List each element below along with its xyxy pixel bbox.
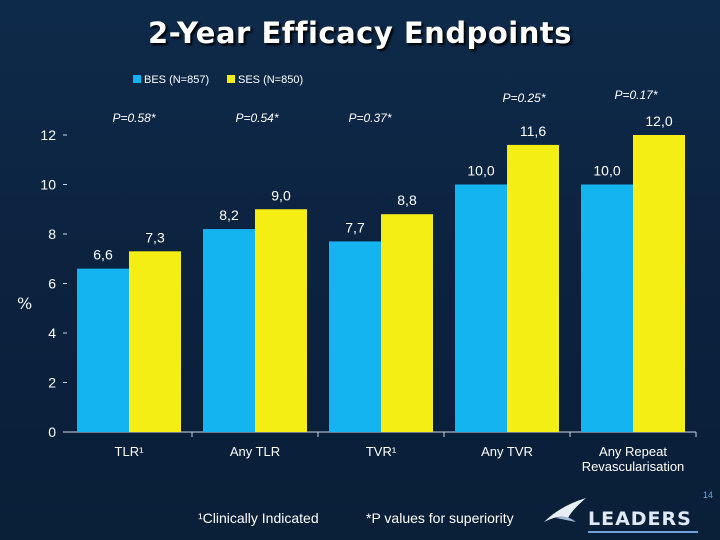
y-tick-label: 4 [48, 325, 56, 341]
data-label-ses: 9,0 [271, 187, 291, 203]
p-value-label: P=0.17* [614, 88, 657, 102]
data-label-bes: 8,2 [219, 207, 239, 223]
y-tick-label: 10 [40, 177, 56, 193]
bird-logo-icon [544, 498, 586, 522]
y-tick-label: 2 [48, 375, 56, 391]
data-label-bes: 6,6 [93, 247, 113, 263]
p-value-label: P=0.37* [348, 111, 391, 125]
footnote-p-values: *P values for superiority [366, 510, 514, 526]
leaders-logo: LEADERS [540, 490, 710, 534]
y-axis-unit-label: % [17, 294, 33, 313]
x-category-label: Any TLR [230, 444, 280, 459]
data-label-ses: 11,6 [520, 123, 546, 139]
slide-title: 2-Year Efficacy Endpoints [148, 16, 572, 50]
logo-text: LEADERS [588, 508, 692, 530]
data-label-ses: 12,0 [645, 113, 672, 129]
x-category-label: Revascularisation [582, 459, 685, 474]
legend-label-ses: SES (N=850) [238, 74, 303, 86]
y-tick-label: 12 [40, 127, 56, 143]
bar-bes [329, 241, 381, 432]
footnote-clinically-indicated: ¹Clinically Indicated [198, 510, 319, 526]
data-label-bes: 10,0 [593, 163, 620, 179]
y-tick-label: 8 [48, 226, 56, 242]
bar-ses [255, 209, 307, 432]
page-number: 14 [703, 490, 714, 500]
p-value-label: P=0.54* [235, 111, 278, 125]
data-label-bes: 10,0 [467, 163, 494, 179]
legend-swatch-ses [227, 75, 235, 83]
legend-swatch-bes [133, 75, 141, 83]
legend-label-bes: BES (N=857) [144, 74, 209, 86]
bar-bes [203, 229, 255, 432]
p-value-label: P=0.25* [502, 91, 545, 105]
y-tick-label: 0 [48, 424, 56, 440]
bar-ses [129, 251, 181, 432]
data-label-bes: 7,7 [345, 219, 365, 235]
x-category-label: TVR¹ [366, 444, 397, 459]
data-label-ses: 8,8 [397, 192, 417, 208]
x-category-label: Any TVR [481, 444, 533, 459]
bar-bes [581, 184, 633, 432]
data-label-ses: 7,3 [145, 229, 165, 245]
bar-bes [77, 268, 129, 432]
x-category-label: TLR¹ [115, 444, 145, 459]
bar-ses [381, 214, 433, 432]
bar-bes [455, 184, 507, 432]
bar-ses [507, 144, 559, 432]
x-category-label: Any Repeat [599, 444, 667, 459]
y-tick-label: 6 [48, 276, 56, 292]
logo-underline [588, 531, 698, 533]
p-value-label: P=0.58* [112, 111, 155, 125]
bar-ses [633, 135, 685, 432]
